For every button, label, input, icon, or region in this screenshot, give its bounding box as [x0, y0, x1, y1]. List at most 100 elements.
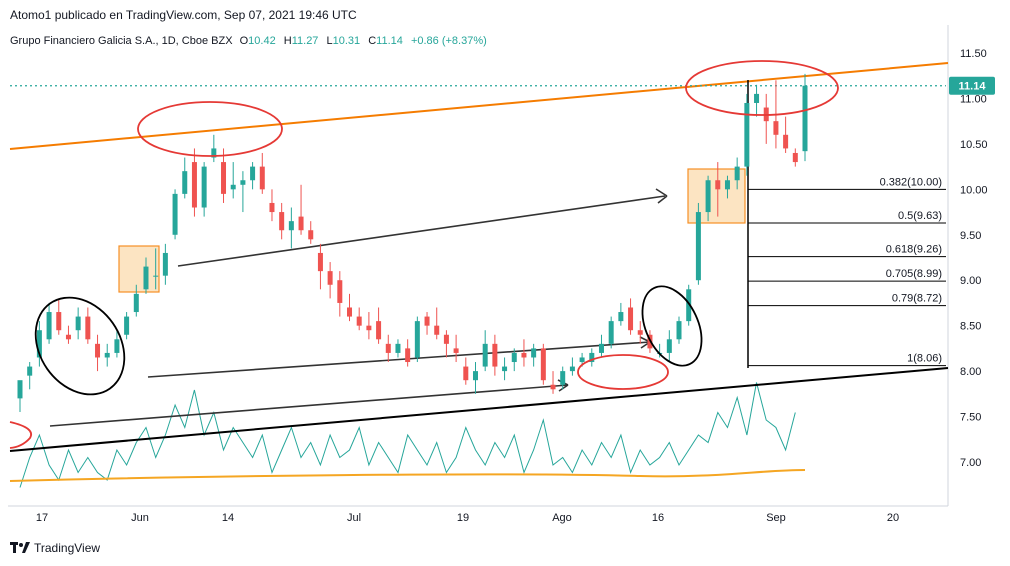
candle-body	[65, 334, 71, 340]
candle	[327, 262, 333, 299]
candle	[298, 184, 304, 235]
candle-body	[124, 316, 130, 335]
x-tick-label: 17	[36, 512, 48, 524]
candle-body	[298, 216, 304, 231]
candle	[356, 307, 362, 331]
candle	[85, 307, 91, 344]
candle	[540, 343, 546, 385]
candle-body	[792, 152, 798, 163]
candle-body	[172, 193, 178, 235]
candle	[724, 175, 730, 199]
close-value: 11.14	[376, 35, 403, 47]
candle-body	[85, 316, 91, 340]
candle-body	[376, 321, 382, 340]
candle	[347, 293, 353, 322]
candle-body	[36, 330, 42, 358]
candle-body	[434, 325, 440, 335]
candle-body	[666, 339, 672, 353]
fib-level-label: 0.5(9.63)	[898, 210, 942, 222]
candle-body	[628, 307, 634, 331]
arrow-line	[147, 341, 651, 378]
candle	[676, 316, 682, 344]
candle	[792, 148, 798, 167]
candle	[463, 357, 469, 385]
candle	[734, 157, 740, 190]
candle	[434, 307, 440, 340]
candle-body	[259, 166, 265, 190]
candle-body	[589, 352, 595, 363]
red-ellipse	[577, 354, 669, 390]
candle	[221, 148, 227, 203]
candle-body	[95, 343, 101, 358]
candle-body	[540, 348, 546, 381]
candle-body	[521, 352, 527, 358]
candle	[502, 357, 508, 381]
candle-body	[560, 371, 566, 385]
fib-level-label: 0.382(10.00)	[880, 176, 942, 188]
candle	[637, 321, 643, 344]
candle-body	[240, 180, 246, 185]
last-price-badge	[949, 76, 995, 95]
candle-body	[773, 121, 779, 135]
footer: TradingView	[10, 541, 100, 555]
candle	[628, 298, 634, 335]
y-tick-label: 8.00	[960, 366, 981, 378]
candle-body	[221, 162, 227, 194]
y-tick-label: 11.50	[960, 48, 987, 60]
fib-level-label: 0.618(9.26)	[886, 244, 942, 256]
candle-body	[618, 312, 624, 322]
fib-level-label: 0.79(8.72)	[892, 293, 942, 305]
candle-body	[502, 366, 508, 372]
candle-body	[143, 266, 149, 290]
candle	[783, 116, 789, 153]
candle	[424, 312, 430, 335]
candle-body	[550, 384, 556, 390]
x-tick-label: Jun	[131, 512, 149, 524]
tradingview-logo-icon	[10, 542, 30, 553]
symbol-title: Grupo Financiero Galicia S.A., 1D, Cboe …	[10, 35, 233, 47]
candle	[46, 302, 52, 344]
y-tick-label: 10.50	[960, 139, 988, 151]
last-price-label: 11.14	[959, 81, 987, 93]
candle	[376, 307, 382, 344]
candle-body	[153, 275, 159, 277]
candle	[317, 243, 323, 290]
candle	[56, 298, 62, 335]
candle	[482, 330, 488, 372]
candle	[521, 339, 527, 367]
candle	[550, 371, 556, 394]
candle-body	[269, 202, 275, 213]
candle	[17, 380, 23, 413]
fib-level-label: 1(8.06)	[907, 353, 942, 365]
candle-body	[182, 171, 188, 194]
candle	[443, 330, 449, 358]
candle	[763, 93, 769, 144]
candle	[385, 334, 391, 363]
candle-body	[511, 352, 517, 363]
candle	[27, 362, 33, 390]
y-tick-label: 9.50	[960, 230, 981, 242]
candle	[211, 134, 217, 163]
arrow-line	[177, 195, 666, 267]
x-tick-label: 16	[652, 512, 664, 524]
candle-body	[715, 180, 721, 190]
change-value: +0.86 (+8.37%)	[410, 35, 487, 47]
candle-body	[288, 221, 294, 231]
candle-body	[17, 380, 23, 399]
candle-body	[424, 316, 430, 326]
publisher-line: Atomo1 publicado en TradingView.com, Sep…	[10, 8, 357, 22]
ohlc-legend: Grupo Financiero Galicia S.A., 1D, Cboe …	[10, 35, 492, 47]
candle	[250, 162, 256, 190]
candle	[695, 202, 701, 285]
candle	[754, 84, 760, 117]
candle-body	[75, 316, 81, 331]
low-value: 10.31	[332, 35, 361, 47]
candle	[133, 284, 139, 317]
candle	[395, 339, 401, 358]
y-tick-label: 9.00	[960, 275, 981, 287]
candle	[560, 366, 566, 390]
candle-body	[250, 166, 256, 181]
candle	[414, 316, 420, 363]
candle-body	[783, 134, 789, 149]
